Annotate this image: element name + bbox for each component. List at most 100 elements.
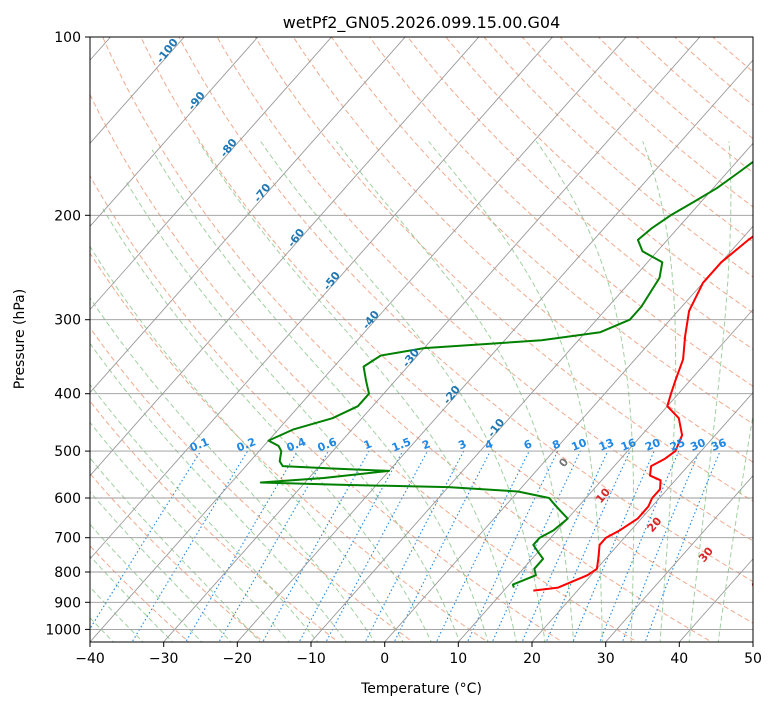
moist-adiabat-line	[428, 140, 603, 642]
x-axis-label: Temperature (°C)	[360, 681, 482, 697]
dry-adiabat-line	[90, 93, 638, 642]
dry-adiabats	[90, 37, 753, 642]
chart-title: wetPf2_GN05.2026.099.15.00.G04	[283, 13, 561, 33]
isotherms	[90, 37, 753, 642]
dry-adiabat-line	[140, 37, 753, 624]
y-tick-label: 600	[54, 491, 81, 507]
y-tick-label: 300	[54, 313, 81, 329]
moist-adiabat-line	[90, 457, 261, 642]
moist-adiabat-line	[90, 555, 174, 642]
isotherm-line	[236, 59, 753, 642]
dry-adiabat-line	[407, 37, 753, 350]
moist-adiabat-line	[90, 523, 203, 642]
isotherm-line	[163, 37, 701, 642]
dewpoint-line	[259, 160, 753, 588]
isotherm-line	[90, 37, 333, 311]
moist-adiabat-line	[335, 140, 575, 642]
moist-adiabat-line	[642, 141, 677, 642]
mixing-ratio-line	[393, 450, 491, 642]
mixing-ratio-label: 25	[668, 436, 687, 454]
mixing-ratio-line	[491, 450, 581, 642]
moist-adiabats	[90, 140, 753, 642]
dry-adiabat-line	[216, 37, 753, 542]
y-tick-label: 700	[54, 531, 81, 547]
mixing-ratio-line	[131, 450, 249, 642]
mixing-ratio-line	[364, 450, 465, 642]
mixing-ratio-line	[185, 450, 299, 642]
x-tick-label: −40	[75, 651, 105, 667]
y-tick-label: 400	[54, 387, 81, 403]
dry-adiabat-line	[178, 37, 753, 583]
x-tick-label: −30	[149, 651, 179, 667]
mixing-ratio-label: 20	[643, 436, 662, 454]
mixing-ratio-line	[644, 450, 721, 642]
mixing-ratio-line	[572, 450, 655, 642]
x-tick-label: 0	[380, 651, 389, 667]
isotherm-line	[90, 37, 627, 642]
x-axis-ticks: −40 −30 −20 −10 0 10 20 30 40 50	[75, 642, 762, 667]
isotherm-line	[457, 308, 753, 642]
moist-adiabat-line	[125, 180, 461, 642]
sounding-profiles	[259, 160, 753, 592]
y-tick-label: 100	[54, 30, 81, 46]
y-tick-label: 500	[54, 444, 81, 460]
mixing-ratio-line	[298, 450, 404, 642]
y-tick-label: 200	[54, 208, 81, 224]
x-tick-label: −20	[223, 651, 253, 667]
x-tick-label: 20	[523, 651, 541, 667]
x-tick-label: 10	[449, 651, 467, 667]
temperature-line	[533, 235, 753, 592]
moist-adiabat-line	[535, 141, 635, 642]
mixing-ratio-line	[621, 450, 700, 642]
moist-adiabat-line	[90, 342, 347, 642]
dry-adiabat-line	[445, 37, 753, 314]
x-tick-label: 40	[670, 651, 688, 667]
mixing-ratio-lines	[90, 450, 721, 642]
moist-adiabat-line	[90, 297, 376, 642]
isotherm-line	[90, 37, 259, 228]
moist-adiabat-line	[717, 412, 753, 642]
mixing-ratio-label: 30	[688, 436, 707, 454]
x-tick-label: −10	[296, 651, 326, 667]
mixing-ratio-label: 10	[570, 436, 589, 454]
dry-adiabat-line	[368, 37, 753, 387]
plot-frame	[89, 36, 754, 643]
isotherm-line	[384, 225, 753, 642]
moist-adiabat-label: 40	[748, 573, 768, 593]
mixing-ratio-label: 1	[362, 437, 374, 452]
isotherm-line	[90, 37, 185, 144]
y-tick-label: 800	[54, 565, 81, 581]
isobars	[90, 37, 753, 630]
moist-adiabat-line	[90, 491, 232, 642]
moist-adiabat-line	[260, 141, 546, 642]
dry-adiabat-line	[254, 37, 753, 502]
y-axis-ticks: 100 200 300 400 500 600 700 800 900 1000	[45, 30, 90, 638]
x-tick-label: 30	[597, 651, 615, 667]
mixing-ratio-label: 36	[709, 436, 728, 454]
mixing-ratio-line	[90, 450, 202, 630]
moist-adiabat-line	[151, 149, 489, 642]
x-tick-label: 50	[744, 651, 762, 667]
mixing-ratio-label: 3	[456, 437, 468, 452]
dry-adiabat-line	[102, 37, 713, 642]
moist-adiabat-line	[90, 383, 319, 642]
dry-adiabat-line	[90, 175, 564, 642]
moist-adiabat-line	[688, 141, 732, 642]
moist-adiabat-line	[90, 421, 290, 642]
mixing-ratio-line	[599, 450, 680, 642]
dry-adiabat-line	[483, 37, 753, 278]
plot-area	[90, 37, 753, 642]
y-axis-label: Pressure (hPa)	[12, 289, 28, 389]
mixing-ratio-line	[325, 450, 428, 642]
dry-adiabat-line	[521, 37, 753, 243]
dry-adiabat-line	[597, 37, 753, 174]
isotherm-line	[90, 37, 406, 394]
isotherm-line	[531, 391, 753, 642]
y-tick-label: 900	[54, 595, 81, 611]
mixing-ratio-label: 8	[550, 437, 562, 452]
moist-adiabat-line	[198, 141, 518, 642]
y-tick-label: 1000	[45, 622, 81, 638]
dry-adiabat-line	[90, 472, 265, 642]
mixing-ratio-label: 2	[420, 437, 432, 452]
